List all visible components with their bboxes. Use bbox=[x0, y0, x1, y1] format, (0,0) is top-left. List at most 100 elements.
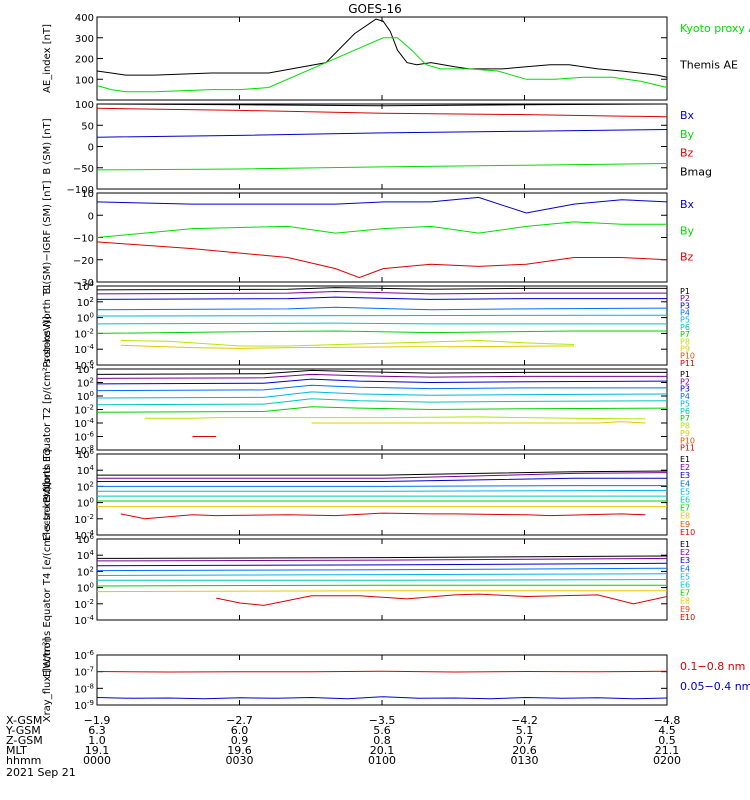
x-row-value: 6.0 bbox=[231, 724, 249, 737]
series-line-e1 bbox=[97, 470, 668, 476]
legend-entry: P8 bbox=[680, 422, 690, 431]
x-row-value: 6.3 bbox=[88, 724, 106, 737]
y-axis-label: Electrons North T3 bbox=[42, 448, 53, 541]
y-tick-label: 102 bbox=[77, 296, 94, 309]
legend-entry: Bz bbox=[680, 251, 694, 264]
legend-entry: Bmag bbox=[680, 165, 712, 178]
y-tick-label: 10-7 bbox=[74, 666, 94, 679]
legend-entry: E2 bbox=[680, 463, 690, 472]
legend-entry: E1 bbox=[680, 540, 690, 549]
x-row-value: 0100 bbox=[368, 754, 396, 767]
legend-entry: E5 bbox=[680, 572, 690, 581]
panel-frame bbox=[96, 103, 668, 190]
legend-entry: P7 bbox=[680, 330, 690, 339]
legend-entry: P1 bbox=[680, 287, 690, 296]
legend-entry: E6 bbox=[680, 581, 690, 590]
y-axis-label: B (SM)−IGRF (SM) [nT] bbox=[42, 180, 53, 294]
x-row-value: 5.1 bbox=[516, 724, 534, 737]
series-line-p9 bbox=[311, 421, 646, 424]
legend-entry: P1 bbox=[680, 370, 690, 379]
series-line-p5 bbox=[96, 391, 668, 399]
y-tick-label: 10-4 bbox=[74, 343, 94, 356]
legend-entry: E9 bbox=[680, 605, 690, 614]
x-row-value: 19.1 bbox=[85, 744, 110, 757]
legend-entry: E8 bbox=[680, 597, 690, 606]
legend-entry: P7 bbox=[680, 414, 690, 423]
legend-entry: 0.1−0.8 nm bbox=[680, 660, 745, 673]
panel-2: 100 50 0 −50 −100 B (SM) [nT] Bx By Bz Bmag bbox=[42, 100, 712, 196]
y-tick-label: 10-8 bbox=[74, 682, 94, 695]
legend-entry: P6 bbox=[680, 323, 690, 332]
series-line-e6 bbox=[97, 579, 668, 581]
y-tick-label: 0 bbox=[88, 211, 94, 222]
series-line-e4 bbox=[96, 567, 668, 572]
legend-entry: P5 bbox=[680, 316, 690, 325]
series-line-kyotoproxyae bbox=[96, 37, 668, 93]
plot-title: GOES-16 bbox=[348, 2, 402, 16]
legend-entry: 0.05−0.4 nm bbox=[680, 680, 750, 693]
legend-entry: P8 bbox=[680, 337, 690, 346]
series-line-e2 bbox=[96, 557, 668, 562]
y-tick-label: 10 bbox=[81, 189, 94, 200]
x-row-value: −4.2 bbox=[511, 714, 538, 727]
x-row-label: Y-GSM bbox=[5, 724, 41, 737]
legend-entry: P10 bbox=[680, 352, 695, 361]
x-row-label: X-GSM bbox=[6, 714, 42, 727]
x-row-value: 0.8 bbox=[373, 734, 391, 747]
y-tick-label: 10-4 bbox=[74, 614, 94, 627]
series-line-p7 bbox=[96, 330, 667, 334]
series-line-bx bbox=[96, 196, 668, 214]
y-tick-label: 10-4 bbox=[74, 417, 94, 430]
series-line-by bbox=[96, 163, 668, 171]
series-line-p1 bbox=[96, 287, 667, 291]
series-line-e3 bbox=[97, 477, 667, 482]
legend-entry: E3 bbox=[680, 556, 690, 565]
y-tick-label: 10-2 bbox=[74, 327, 94, 340]
y-tick-label: 10-6 bbox=[74, 431, 94, 444]
y-tick-label: −100 bbox=[67, 185, 94, 196]
legend-entry: Themis AE bbox=[679, 59, 738, 72]
y-axis-label: AE_index [nT] bbox=[42, 24, 53, 93]
legend-entry: P3 bbox=[680, 385, 690, 394]
y-tick-label: 10-9 bbox=[74, 699, 94, 712]
y-tick-label: 106 bbox=[77, 448, 95, 461]
y-tick-label: 10-6 bbox=[74, 649, 94, 662]
y-tick-label: 106 bbox=[77, 533, 95, 546]
series-line-themisae bbox=[96, 18, 668, 78]
x-row-label: Z-GSM bbox=[6, 734, 43, 747]
y-tick-label: 0 bbox=[88, 143, 94, 154]
series-line-bmag bbox=[96, 103, 668, 107]
series-line-p4 bbox=[96, 306, 668, 311]
legend-entry: P11 bbox=[680, 444, 695, 453]
y-tick-label: 100 bbox=[77, 582, 94, 595]
series-line-e5 bbox=[96, 573, 668, 576]
y-tick-label: 100 bbox=[75, 100, 94, 111]
series-line-e8 bbox=[96, 590, 667, 593]
x-row-value: 0.7 bbox=[516, 734, 534, 747]
series-line-p2 bbox=[96, 373, 667, 379]
y-tick-label: 102 bbox=[77, 480, 94, 493]
series-line-0108nm bbox=[96, 670, 668, 673]
y-tick-label: 10-2 bbox=[74, 404, 94, 417]
y-tick-label: −30 bbox=[73, 278, 94, 289]
panel-frame bbox=[96, 654, 668, 706]
legend-entry: By bbox=[680, 224, 695, 237]
series-line-by bbox=[96, 221, 667, 238]
y-tick-label: −10 bbox=[73, 234, 94, 245]
series-line-00504nm bbox=[96, 696, 668, 700]
legend-entry: P9 bbox=[680, 344, 690, 353]
x-row-value: 19.6 bbox=[227, 744, 252, 757]
y-tick-label: −20 bbox=[73, 256, 94, 267]
x-row-value: 0130 bbox=[511, 754, 539, 767]
y-tick-label: 100 bbox=[77, 312, 94, 325]
x-row-label: hhmm bbox=[6, 754, 41, 767]
x-row-value: 20.6 bbox=[512, 744, 537, 757]
x-row-value: −2.7 bbox=[226, 714, 253, 727]
series-line-p2 bbox=[96, 290, 667, 295]
x-row-value: −1.9 bbox=[84, 714, 111, 727]
legend-entry: P2 bbox=[680, 377, 690, 386]
series-line-bz bbox=[96, 107, 668, 118]
